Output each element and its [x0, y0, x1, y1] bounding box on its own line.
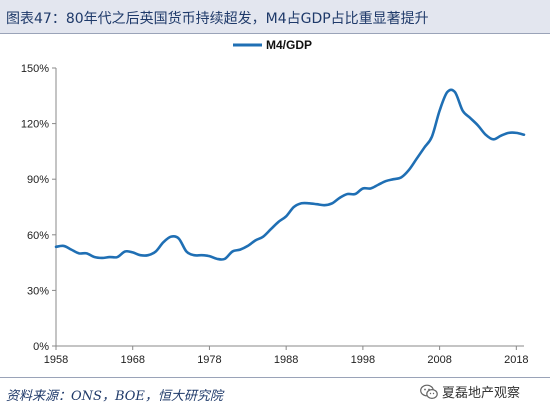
y-tick-label: 0%: [33, 341, 49, 353]
x-tick-label: 1998: [351, 354, 375, 366]
x-tick-label: 1958: [44, 354, 68, 366]
legend-label-m4-gdp: M4/GDP: [266, 38, 312, 52]
x-tick-label: 1978: [197, 354, 221, 366]
y-tick-label: 150%: [21, 63, 49, 75]
wechat-icon: [420, 384, 438, 399]
y-tick-label: 90%: [27, 174, 49, 186]
x-tick-label: 2018: [504, 354, 528, 366]
title-bar: 图表47：80年代之后英国货币持续超发，M4占GDP占比重显著提升: [0, 0, 550, 34]
bottom-divider: [0, 377, 550, 378]
y-tick-label: 30%: [27, 285, 49, 297]
watermark-text: 夏磊地产观察: [441, 386, 520, 401]
legend: M4/GDP: [233, 38, 312, 52]
line-chart: 0% 30% 60% 90% 120% 150% 1958 1968 1978 1988 1998 2…: [21, 38, 529, 366]
chart-title: 图表47：80年代之后英国货币持续超发，M4占GDP占比重显著提升: [6, 11, 429, 27]
series-layer: [54, 88, 526, 261]
x-tick-label: 2008: [427, 354, 451, 366]
x-tick-label: 1968: [120, 354, 144, 366]
series-line-m4-gdp: [54, 88, 526, 261]
source-note: 资料来源：ONS，BOE，恒大研究院: [6, 389, 223, 404]
x-tick-label: 1988: [274, 354, 298, 366]
top-divider: [0, 33, 550, 34]
y-tick-label: 120%: [21, 119, 49, 131]
watermark: 夏磊地产观察: [420, 382, 520, 401]
axes: 0% 30% 60% 90% 120% 150% 1958 1968 1978 1988 1998 2…: [21, 63, 529, 366]
y-tick-label: 60%: [27, 230, 49, 242]
